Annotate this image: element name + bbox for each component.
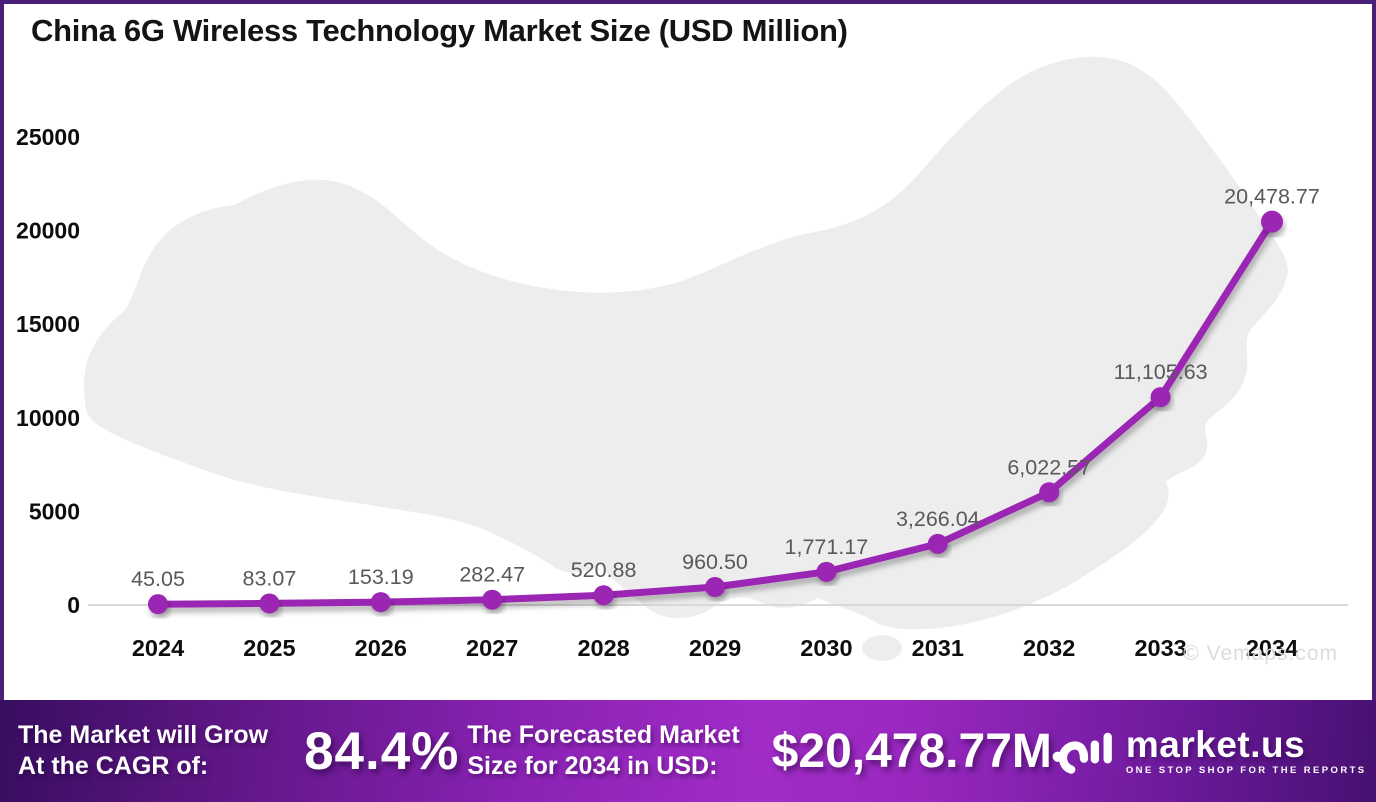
x-axis-tick-label: 2033	[1134, 635, 1186, 661]
x-axis-tick-label: 2026	[355, 635, 407, 661]
data-point-label: 520.88	[571, 558, 637, 582]
data-point-label: 20,478.77	[1224, 185, 1320, 209]
forecast-label: The Forecasted Market Size for 2034 in U…	[467, 720, 739, 782]
cagr-label-line1: The Market will Grow	[18, 721, 269, 749]
china-map-silhouette	[84, 56, 1289, 661]
data-point-label: 6,022.57	[1007, 455, 1091, 479]
x-axis-tick-label: 2032	[1023, 635, 1075, 661]
data-point-marker	[148, 594, 168, 615]
cagr-value: 84.4%	[304, 721, 460, 781]
data-point-marker	[816, 561, 837, 582]
y-axis-tick-label: 0	[67, 592, 80, 618]
forecast-label-line2: Size for 2034 in USD:	[467, 752, 718, 780]
brand-logo: market.us ONE STOP SHOP FOR THE REPORTS	[1052, 722, 1367, 780]
data-point-label: 3,266.04	[896, 507, 980, 531]
map-watermark: © Vemaps.com	[1183, 642, 1338, 665]
data-point-marker	[927, 533, 948, 554]
x-axis-tick-label: 2030	[800, 635, 852, 661]
market-us-logo-icon	[1052, 732, 1112, 774]
data-point-label: 282.47	[459, 563, 525, 587]
data-point-label: 11,105.63	[1114, 360, 1208, 384]
cagr-label-line2: At the CAGR of:	[18, 752, 209, 780]
forecast-label-line1: The Forecasted Market	[467, 721, 740, 749]
x-axis-tick-label: 2034	[1246, 635, 1298, 661]
x-axis-tick-label: 2025	[243, 635, 295, 661]
data-point-marker	[370, 592, 391, 613]
x-axis-tick-label: 2031	[912, 635, 964, 661]
x-axis-tick-label: 2024	[132, 635, 184, 661]
x-axis-tick-label: 2029	[689, 635, 741, 661]
data-point-marker	[1150, 387, 1171, 408]
y-axis-tick-label: 25000	[16, 124, 80, 150]
forecast-value: $20,478.77M	[771, 724, 1052, 778]
hainan-island	[862, 635, 902, 661]
data-point-marker	[1039, 482, 1060, 503]
brand-name: market.us	[1125, 723, 1306, 765]
data-point-label: 45.05	[131, 567, 185, 591]
data-point-marker	[705, 577, 725, 598]
data-point-label: 83.07	[242, 566, 296, 590]
data-point-label: 1,771.17	[785, 535, 869, 559]
x-axis-tick-label: 2027	[466, 635, 518, 661]
chart-title: China 6G Wireless Technology Market Size…	[31, 13, 848, 48]
brand-tagline: ONE STOP SHOP FOR THE REPORTS	[1125, 764, 1367, 776]
y-axis-tick-label: 20000	[16, 218, 80, 244]
cagr-label: The Market will Grow At the CAGR of:	[18, 720, 268, 782]
data-point-marker	[482, 589, 503, 610]
data-point-marker	[593, 585, 614, 606]
y-axis-tick-label: 5000	[29, 498, 80, 524]
data-point-marker	[1261, 210, 1283, 233]
data-point-label: 960.50	[682, 550, 748, 574]
x-axis-tick-label: 2028	[577, 635, 629, 661]
data-point-label: 153.19	[348, 565, 414, 589]
y-axis-tick-label: 15000	[16, 311, 80, 337]
brand-text: market.us ONE STOP SHOP FOR THE REPORTS	[1125, 723, 1367, 776]
footer-banner: The Market will Grow At the CAGR of: 84.…	[0, 700, 1376, 802]
y-axis-tick-label: 10000	[16, 405, 80, 431]
data-point-marker	[259, 593, 280, 614]
